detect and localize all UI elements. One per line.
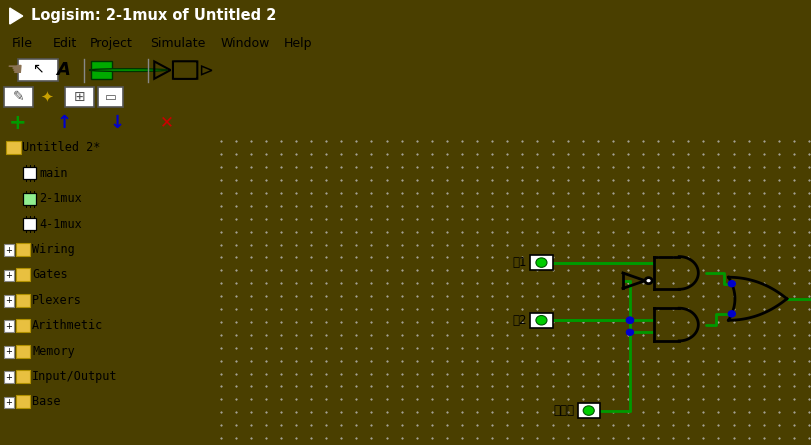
Bar [4,87,33,107]
Bar [24,167,36,179]
FancyBboxPatch shape [15,370,30,383]
Text: ✎: ✎ [13,90,24,104]
Text: +: + [6,271,12,280]
Text: ✕: ✕ [160,113,174,132]
Text: 选择器: 选择器 [553,404,574,417]
Text: Project: Project [89,37,132,50]
Text: +: + [6,296,12,305]
Bar [4,320,14,332]
Circle shape [535,316,547,325]
Text: Simulate: Simulate [150,37,205,50]
Text: +: + [6,372,12,382]
Text: Base: Base [32,396,61,409]
Text: Input/Output: Input/Output [32,370,118,383]
Text: Plexers: Plexers [32,294,82,307]
Bar [4,270,14,282]
Text: ✦: ✦ [41,90,54,105]
Text: +: + [6,347,12,356]
Bar [4,396,14,409]
Text: Window: Window [221,37,270,50]
Bar [4,244,14,256]
Text: 值2: 值2 [513,314,526,327]
Text: +: + [6,398,12,407]
Text: ⊞: ⊞ [74,90,85,104]
Text: Help: Help [284,37,312,50]
FancyBboxPatch shape [15,268,30,282]
Text: 2-1mux: 2-1mux [40,192,82,205]
Bar [24,218,36,230]
Bar [98,87,122,107]
Circle shape [535,258,547,267]
Text: +: + [8,113,26,133]
Text: Wiring: Wiring [32,243,75,256]
FancyBboxPatch shape [15,243,30,256]
Circle shape [89,69,167,72]
Text: File: File [12,37,33,50]
FancyBboxPatch shape [15,344,30,358]
Text: +: + [6,322,12,331]
Bar [24,193,36,205]
Text: ▭: ▭ [105,91,116,104]
Bar [530,312,551,328]
Text: ⊳: ⊳ [198,61,212,79]
Text: ↑: ↑ [57,113,71,132]
Text: Memory: Memory [32,345,75,358]
Text: +: + [6,246,12,255]
Text: Edit: Edit [53,37,77,50]
Circle shape [582,406,594,415]
Circle shape [625,329,633,336]
Bar [530,255,551,271]
Circle shape [727,281,735,287]
Text: A: A [56,61,71,79]
Bar [91,61,112,79]
Text: ↓: ↓ [109,113,125,132]
Bar [4,371,14,383]
Circle shape [644,278,651,284]
Bar [4,346,14,358]
FancyBboxPatch shape [18,59,58,81]
Circle shape [625,317,633,323]
Text: ↖: ↖ [32,62,44,76]
Text: main: main [40,167,68,180]
Text: ☚: ☚ [6,61,23,79]
Text: 值1: 值1 [513,256,526,269]
Bar [4,295,14,307]
Text: Arithmetic: Arithmetic [32,319,103,332]
Text: 4-1mux: 4-1mux [40,218,82,231]
Circle shape [727,311,735,317]
FancyBboxPatch shape [6,142,21,154]
FancyBboxPatch shape [15,396,30,409]
FancyBboxPatch shape [15,294,30,307]
Text: Gates: Gates [32,268,67,282]
Circle shape [625,317,633,323]
Text: Untitled 2*: Untitled 2* [23,142,101,154]
FancyBboxPatch shape [15,319,30,332]
Bar [65,87,94,107]
Bar [577,403,599,418]
Polygon shape [10,8,23,24]
Text: Logisim: 2-1mux of Untitled 2: Logisim: 2-1mux of Untitled 2 [31,8,276,23]
